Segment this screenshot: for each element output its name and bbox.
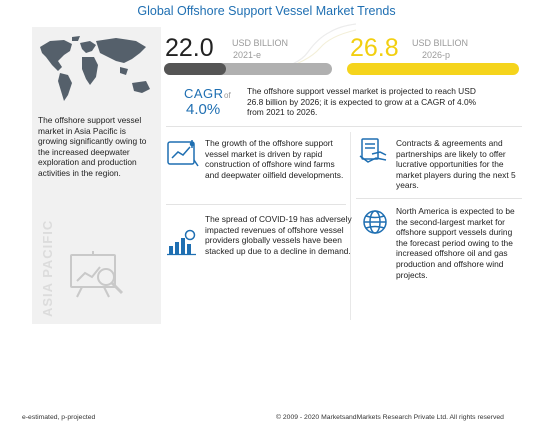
bar-2021-track: [164, 63, 332, 75]
card-north-america-text: North America is expected to be the seco…: [396, 206, 515, 280]
footer-note: e-estimated, p-projected: [22, 414, 96, 421]
divider: [166, 126, 522, 127]
market-summary: The offshore support vessel market is pr…: [247, 86, 477, 118]
covid-chart-icon: [167, 229, 196, 256]
year-2021: 2021-e: [233, 50, 262, 60]
divider: [166, 204, 346, 205]
page-title: Global Offshore Support Vessel Market Tr…: [137, 4, 396, 18]
contract-handshake-icon: [359, 138, 387, 163]
card-contracts-text: Contracts & agreements and partnerships …: [396, 138, 516, 191]
bar-2021-fill: [164, 63, 226, 75]
cagr-value: 4.0%: [186, 101, 221, 118]
unit-2021: USD BILLION: [232, 38, 289, 48]
region-label: ASIA PACIFIC: [40, 219, 55, 317]
column-divider: [350, 132, 351, 320]
footer-copyright: © 2009 - 2020 MarketsandMarkets Research…: [276, 414, 504, 421]
card-growth-text: The growth of the offshore support vesse…: [205, 138, 344, 180]
value-2021: 22.0: [165, 34, 214, 62]
cagr-label: CAGR: [184, 86, 224, 101]
asia-pacific-text: The offshore support vessel market in As…: [38, 115, 147, 178]
bar-2026-fill: [347, 63, 519, 75]
asia-pacific-panel: The offshore support vessel market in As…: [32, 27, 161, 324]
divider: [356, 198, 522, 199]
cagr-of: of: [224, 91, 231, 100]
analytics-board-icon: [70, 251, 124, 298]
value-2026: 26.8: [350, 34, 399, 62]
wind-farm-growth-icon: [167, 140, 199, 167]
unit-2026: USD BILLION: [412, 38, 469, 48]
world-map-icon: [40, 36, 150, 101]
globe-icon: [363, 210, 387, 234]
card-covid-text: The spread of COVID-19 has adversely imp…: [205, 214, 352, 256]
year-2026: 2026-p: [422, 50, 451, 60]
